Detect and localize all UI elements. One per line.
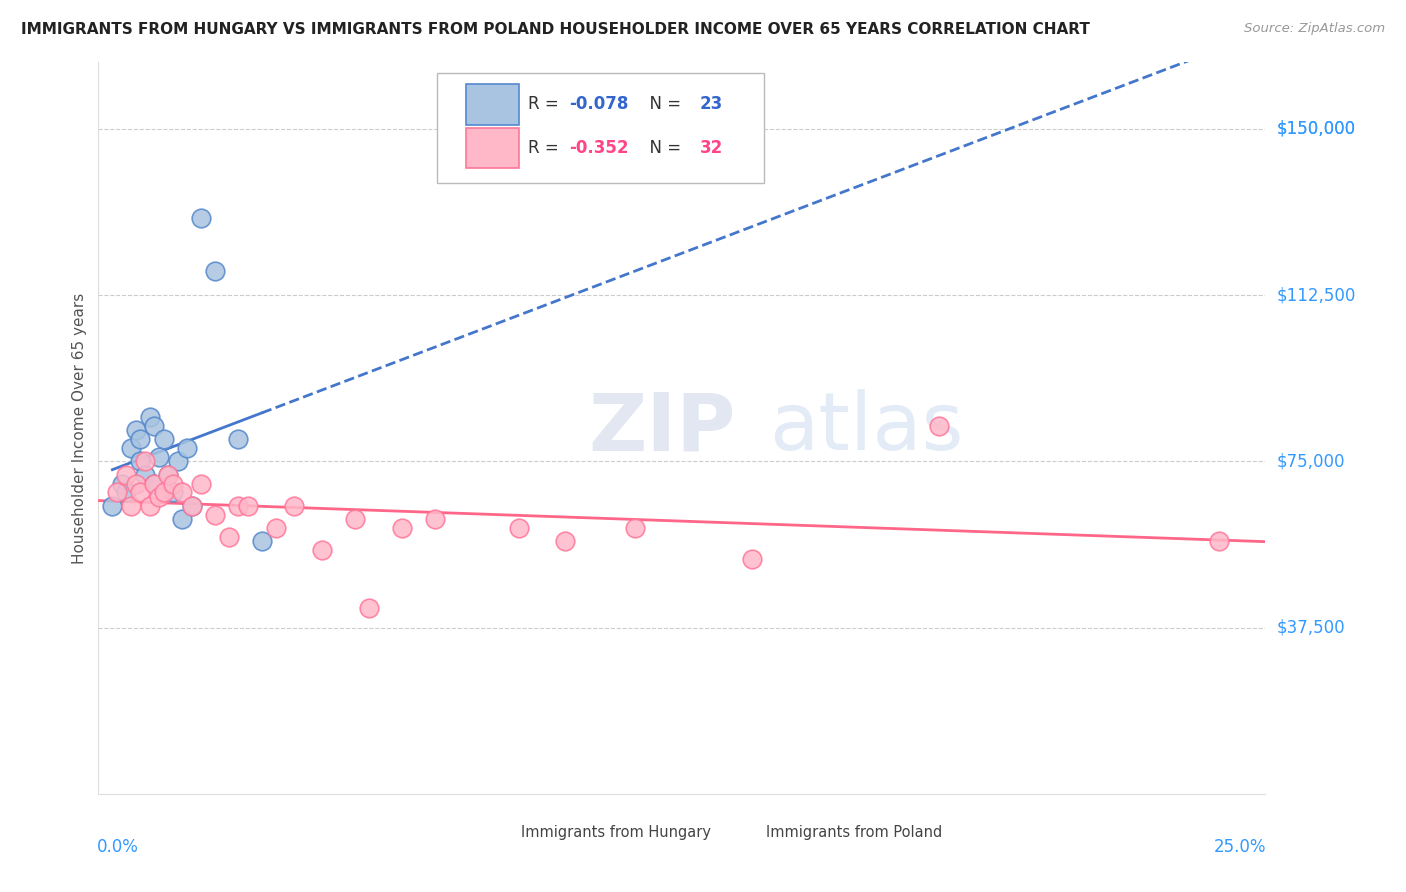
Point bbox=[129, 454, 152, 468]
Point bbox=[162, 485, 184, 500]
Bar bbox=[465, 85, 519, 125]
Bar bbox=[465, 128, 519, 169]
Point bbox=[172, 485, 194, 500]
Text: N =: N = bbox=[638, 95, 686, 113]
Y-axis label: Householder Income Over 65 years: Householder Income Over 65 years bbox=[72, 293, 87, 564]
Point bbox=[129, 432, 152, 446]
Point bbox=[180, 499, 202, 513]
Point bbox=[172, 512, 194, 526]
Text: Immigrants from Poland: Immigrants from Poland bbox=[766, 825, 942, 840]
Point bbox=[741, 552, 763, 566]
Text: $150,000: $150,000 bbox=[1277, 120, 1355, 138]
Point bbox=[105, 485, 128, 500]
Point bbox=[120, 499, 142, 513]
Point bbox=[157, 467, 180, 482]
Point bbox=[423, 512, 446, 526]
Text: 25.0%: 25.0% bbox=[1213, 838, 1267, 855]
Point bbox=[359, 600, 381, 615]
Point bbox=[204, 508, 226, 522]
Point bbox=[236, 499, 259, 513]
Point bbox=[129, 485, 152, 500]
Bar bbox=[728, 823, 758, 841]
Bar bbox=[484, 823, 513, 841]
Point bbox=[125, 423, 148, 437]
Point bbox=[139, 410, 162, 425]
Point bbox=[264, 521, 287, 535]
Point bbox=[134, 454, 156, 468]
Point bbox=[180, 499, 202, 513]
Text: $150,000: $150,000 bbox=[1277, 120, 1355, 138]
Text: ZIP: ZIP bbox=[589, 389, 735, 467]
Point bbox=[311, 543, 333, 558]
Point bbox=[152, 485, 174, 500]
Point bbox=[624, 521, 647, 535]
Point bbox=[115, 485, 138, 500]
Point bbox=[228, 499, 250, 513]
Point bbox=[250, 534, 273, 549]
Text: atlas: atlas bbox=[769, 389, 963, 467]
Point bbox=[115, 467, 138, 482]
Point bbox=[1208, 534, 1230, 549]
Text: R =: R = bbox=[527, 95, 564, 113]
Point bbox=[228, 432, 250, 446]
Text: N =: N = bbox=[638, 139, 686, 157]
Point bbox=[928, 419, 950, 434]
FancyBboxPatch shape bbox=[437, 73, 763, 183]
Point bbox=[152, 432, 174, 446]
Text: Source: ZipAtlas.com: Source: ZipAtlas.com bbox=[1244, 22, 1385, 36]
Point bbox=[120, 441, 142, 455]
Point bbox=[218, 530, 240, 544]
Point bbox=[204, 264, 226, 278]
Point bbox=[190, 476, 212, 491]
Point bbox=[111, 476, 134, 491]
Text: $112,500: $112,500 bbox=[1277, 286, 1355, 304]
Point bbox=[344, 512, 367, 526]
Text: -0.078: -0.078 bbox=[568, 95, 628, 113]
Point bbox=[143, 476, 166, 491]
Point bbox=[101, 499, 124, 513]
Point bbox=[143, 476, 166, 491]
Text: 0.0%: 0.0% bbox=[97, 838, 139, 855]
Text: R =: R = bbox=[527, 139, 564, 157]
Point bbox=[148, 450, 170, 464]
Point bbox=[391, 521, 413, 535]
Point bbox=[554, 534, 576, 549]
Point bbox=[139, 499, 162, 513]
Point bbox=[190, 211, 212, 225]
Point bbox=[283, 499, 305, 513]
Text: $75,000: $75,000 bbox=[1277, 452, 1346, 470]
Point bbox=[143, 419, 166, 434]
Point bbox=[157, 467, 180, 482]
Text: 23: 23 bbox=[699, 95, 723, 113]
Text: IMMIGRANTS FROM HUNGARY VS IMMIGRANTS FROM POLAND HOUSEHOLDER INCOME OVER 65 YEA: IMMIGRANTS FROM HUNGARY VS IMMIGRANTS FR… bbox=[21, 22, 1090, 37]
Text: 32: 32 bbox=[699, 139, 723, 157]
Point bbox=[508, 521, 530, 535]
Point bbox=[125, 476, 148, 491]
Point bbox=[166, 454, 188, 468]
Point bbox=[162, 476, 184, 491]
Text: -0.352: -0.352 bbox=[568, 139, 628, 157]
Point bbox=[134, 467, 156, 482]
Point bbox=[176, 441, 198, 455]
Text: $37,500: $37,500 bbox=[1277, 619, 1346, 637]
Text: Immigrants from Hungary: Immigrants from Hungary bbox=[520, 825, 711, 840]
Point bbox=[148, 490, 170, 504]
